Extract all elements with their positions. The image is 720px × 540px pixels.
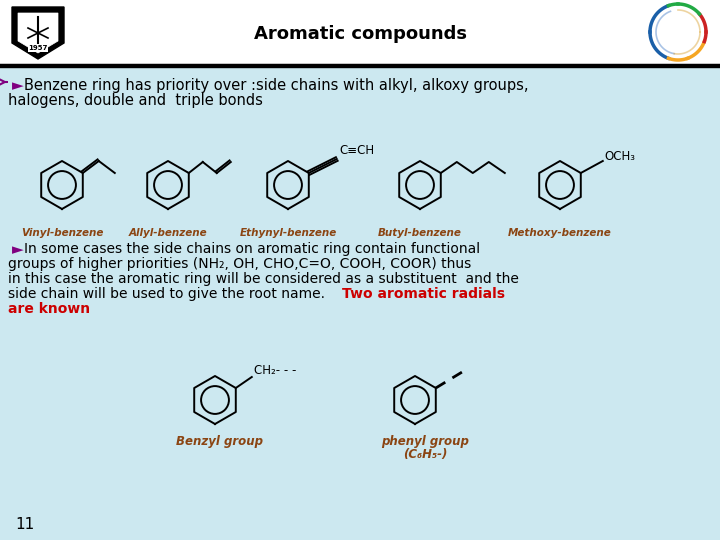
Text: ►: ► [12, 242, 24, 257]
Text: are known: are known [8, 302, 90, 316]
Text: Methoxy-benzene: Methoxy-benzene [508, 228, 612, 238]
Text: Two aromatic radials: Two aromatic radials [342, 287, 505, 301]
Polygon shape [12, 7, 64, 59]
Text: Vinyl-benzene: Vinyl-benzene [21, 228, 103, 238]
Text: OCH₃: OCH₃ [605, 150, 636, 163]
Text: (C₆H₅-): (C₆H₅-) [402, 448, 447, 461]
Text: CH₂- - -: CH₂- - - [253, 364, 296, 377]
Text: Allyl-benzene: Allyl-benzene [129, 228, 207, 238]
Text: Ethynyl-benzene: Ethynyl-benzene [239, 228, 337, 238]
Text: ►: ► [12, 78, 24, 93]
FancyBboxPatch shape [0, 0, 720, 65]
Text: halogens, double and  triple bonds: halogens, double and triple bonds [8, 93, 263, 108]
Text: Benzene ring has priority over :side chains with alkyl, alkoxy groups,: Benzene ring has priority over :side cha… [24, 78, 528, 93]
Text: in this case the aromatic ring will be considered as a substituent  and the: in this case the aromatic ring will be c… [8, 272, 519, 286]
Text: 11: 11 [15, 517, 35, 532]
Text: Aromatic compounds: Aromatic compounds [253, 25, 467, 43]
Text: groups of higher priorities (NH₂, OH, CHO,C=O, COOH, COOR) thus: groups of higher priorities (NH₂, OH, CH… [8, 257, 472, 271]
Text: 1957: 1957 [28, 45, 48, 51]
Text: Benzyl group: Benzyl group [176, 435, 264, 448]
Text: C≡CH: C≡CH [340, 145, 375, 158]
Text: phenyl group: phenyl group [381, 435, 469, 448]
Text: Butyl-benzene: Butyl-benzene [378, 228, 462, 238]
Text: In some cases the side chains on aromatic ring contain functional: In some cases the side chains on aromati… [24, 242, 480, 256]
Polygon shape [18, 13, 58, 53]
Text: side chain will be used to give the root name.: side chain will be used to give the root… [8, 287, 329, 301]
